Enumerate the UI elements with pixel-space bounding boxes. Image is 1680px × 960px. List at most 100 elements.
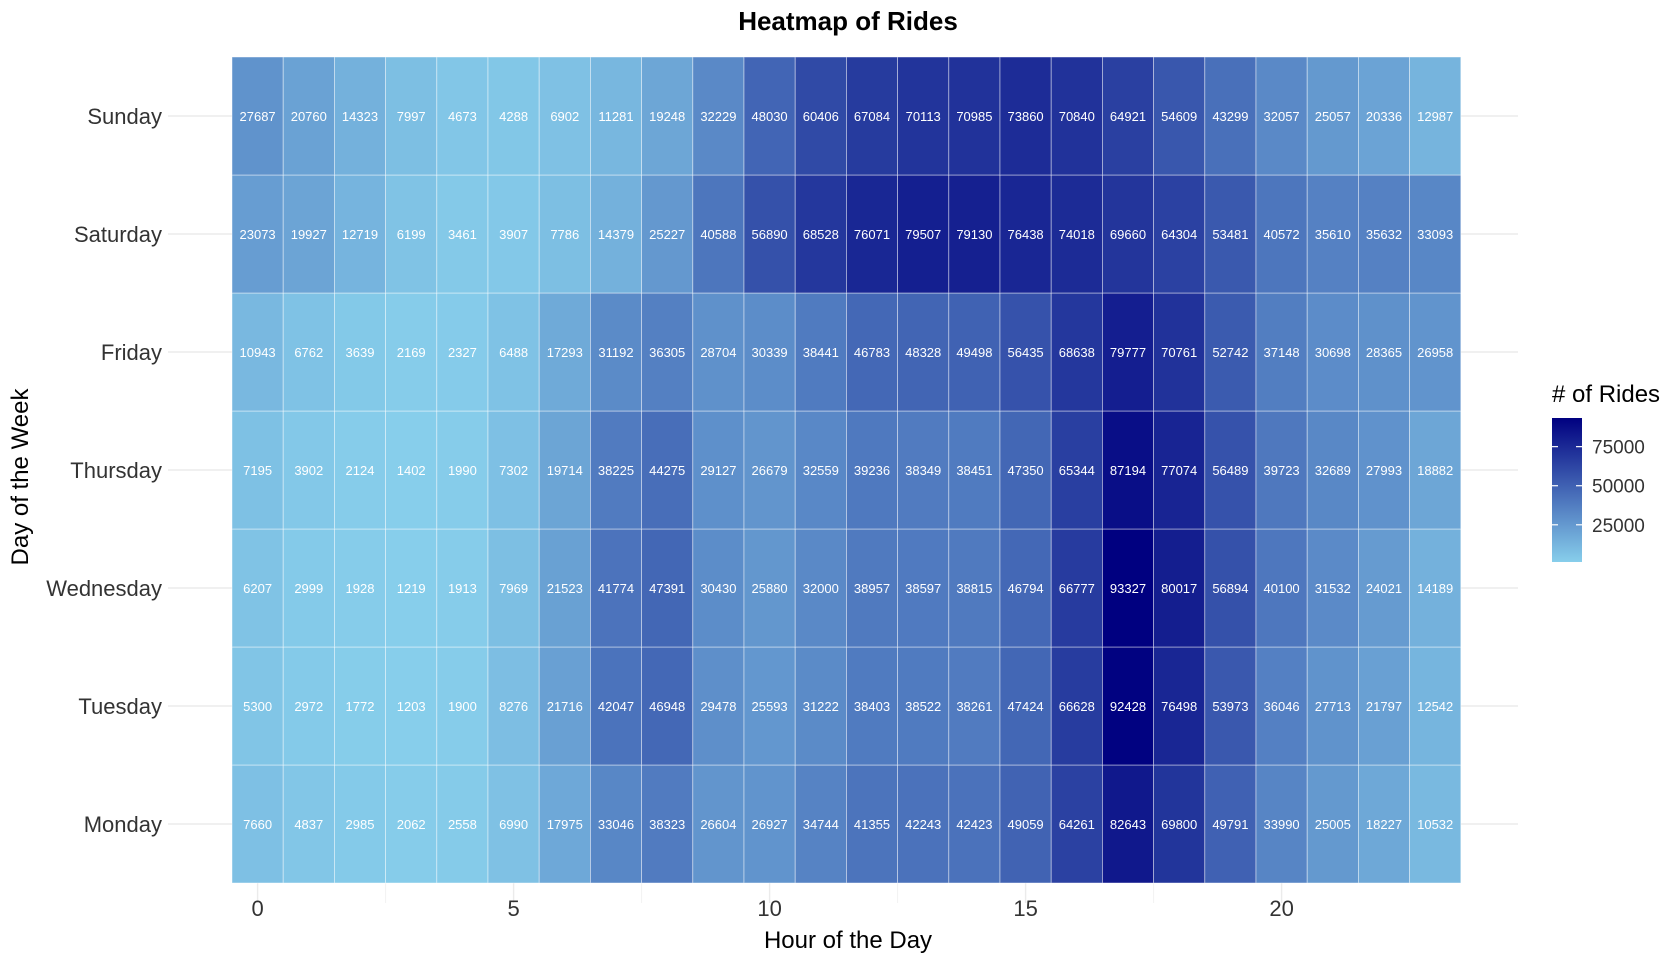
cell-value-label: 2327 — [448, 345, 477, 360]
x-tick-label: 5 — [507, 896, 519, 921]
cell-value-label: 14379 — [598, 227, 634, 242]
heatmap-cell — [436, 764, 489, 884]
cell-value-label: 3639 — [346, 345, 375, 360]
heatmap-cell — [436, 410, 489, 530]
heatmap-cell — [1204, 174, 1257, 294]
cell-value-label: 56894 — [1212, 581, 1248, 596]
heatmap-cell — [487, 174, 540, 294]
cell-value-label: 49498 — [956, 345, 992, 360]
legend-tick-label: 25000 — [1592, 516, 1645, 537]
cell-value-label: 2558 — [448, 817, 477, 832]
cell-value-label: 20760 — [291, 109, 327, 124]
cell-value-label: 1900 — [448, 699, 477, 714]
color-legend: # of Rides 25000 50000 75000 — [1552, 381, 1660, 562]
cell-value-label: 14189 — [1417, 581, 1453, 596]
cell-value-label: 20336 — [1366, 109, 1402, 124]
heatmap-cell — [999, 292, 1052, 412]
cell-value-label: 30339 — [752, 345, 788, 360]
cell-value-label: 38451 — [956, 463, 992, 478]
cell-value-label: 2972 — [294, 699, 323, 714]
heatmap-cell — [436, 56, 489, 176]
x-tick-label: 0 — [251, 896, 263, 921]
heatmap-cell — [794, 292, 847, 412]
heatmap-cell — [1358, 56, 1411, 176]
heatmap-cell — [1255, 528, 1308, 648]
cell-value-label: 2062 — [397, 817, 426, 832]
cell-value-label: 21716 — [547, 699, 583, 714]
heatmap-cell — [794, 528, 847, 648]
heatmap-cell — [231, 174, 284, 294]
cell-value-label: 6488 — [499, 345, 528, 360]
legend-tick-label: 75000 — [1592, 438, 1645, 459]
cell-value-label: 39723 — [1264, 463, 1300, 478]
cell-value-label: 93327 — [1110, 581, 1146, 596]
cell-value-label: 46794 — [1008, 581, 1044, 596]
y-tick-label: Tuesday — [78, 694, 162, 719]
cell-value-label: 64304 — [1161, 227, 1197, 242]
cell-value-label: 7786 — [550, 227, 579, 242]
cell-value-label: 31192 — [598, 345, 633, 360]
heatmap-cell — [1153, 410, 1206, 530]
x-tick-label: 15 — [1013, 896, 1037, 921]
legend-title: # of Rides — [1552, 381, 1660, 408]
cell-value-label: 7660 — [243, 817, 272, 832]
heatmap-cell — [641, 292, 694, 412]
heatmap-cell — [333, 764, 386, 884]
cell-value-label: 26927 — [752, 817, 788, 832]
cell-value-label: 76498 — [1161, 699, 1197, 714]
heatmap-cell — [897, 174, 950, 294]
cell-value-label: 5300 — [243, 699, 272, 714]
heatmap-cell — [385, 646, 438, 766]
heatmap-cell — [1102, 410, 1155, 530]
cell-value-label: 70840 — [1059, 109, 1095, 124]
heatmap-cell — [1153, 56, 1206, 176]
cell-value-label: 25057 — [1315, 109, 1351, 124]
cell-value-label: 38261 — [956, 699, 992, 714]
cell-value-label: 32000 — [803, 581, 839, 596]
cell-value-label: 28365 — [1366, 345, 1402, 360]
heatmap-cell — [1306, 410, 1359, 530]
y-tick-label: Saturday — [74, 222, 162, 247]
cell-value-label: 24021 — [1366, 581, 1402, 596]
cell-value-labels: 7660 4837 2985 2062 2558 6990 17975 33046 38323 2… — [240, 109, 1454, 832]
heatmap-cell — [487, 410, 540, 530]
cell-value-label: 38522 — [905, 699, 941, 714]
chart-title: Heatmap of Rides — [738, 6, 958, 36]
heatmap-cell — [743, 174, 796, 294]
heatmap-cell — [1306, 646, 1359, 766]
cell-value-label: 79507 — [905, 227, 941, 242]
cell-value-label: 6990 — [499, 817, 528, 832]
x-axis-title: Hour of the Day — [764, 927, 932, 954]
heatmap-cell — [897, 764, 950, 884]
cell-value-label: 36305 — [649, 345, 685, 360]
cell-value-label: 7195 — [243, 463, 272, 478]
heatmap-cell — [794, 174, 847, 294]
heatmap-cell — [385, 410, 438, 530]
cell-value-label: 6207 — [243, 581, 272, 596]
heatmap-cell — [1102, 764, 1155, 884]
cell-value-label: 12987 — [1417, 109, 1453, 124]
heatmap-cell — [641, 56, 694, 176]
cell-value-label: 47350 — [1008, 463, 1044, 478]
cell-value-label: 38349 — [905, 463, 941, 478]
cell-value-label: 76438 — [1008, 227, 1044, 242]
y-tick-label: Monday — [84, 812, 162, 837]
heatmap-cell — [1153, 174, 1206, 294]
cell-value-label: 6902 — [550, 109, 579, 124]
heatmap-cell — [692, 56, 745, 176]
cell-value-label: 68528 — [803, 227, 839, 242]
cell-value-label: 29127 — [700, 463, 736, 478]
cell-value-label: 8276 — [499, 699, 528, 714]
cell-value-label: 32229 — [700, 109, 736, 124]
cell-value-label: 38403 — [854, 699, 890, 714]
cell-value-label: 40588 — [700, 227, 736, 242]
heatmap-cell — [538, 292, 591, 412]
heatmap-cell — [1358, 410, 1411, 530]
legend-tick-label: 50000 — [1592, 477, 1645, 498]
heatmap-cell — [794, 56, 847, 176]
cell-value-label: 26679 — [752, 463, 788, 478]
cell-value-label: 21797 — [1366, 699, 1402, 714]
cell-value-label: 21523 — [547, 581, 583, 596]
cell-value-label: 2169 — [397, 345, 426, 360]
heatmap-cell — [1306, 56, 1359, 176]
